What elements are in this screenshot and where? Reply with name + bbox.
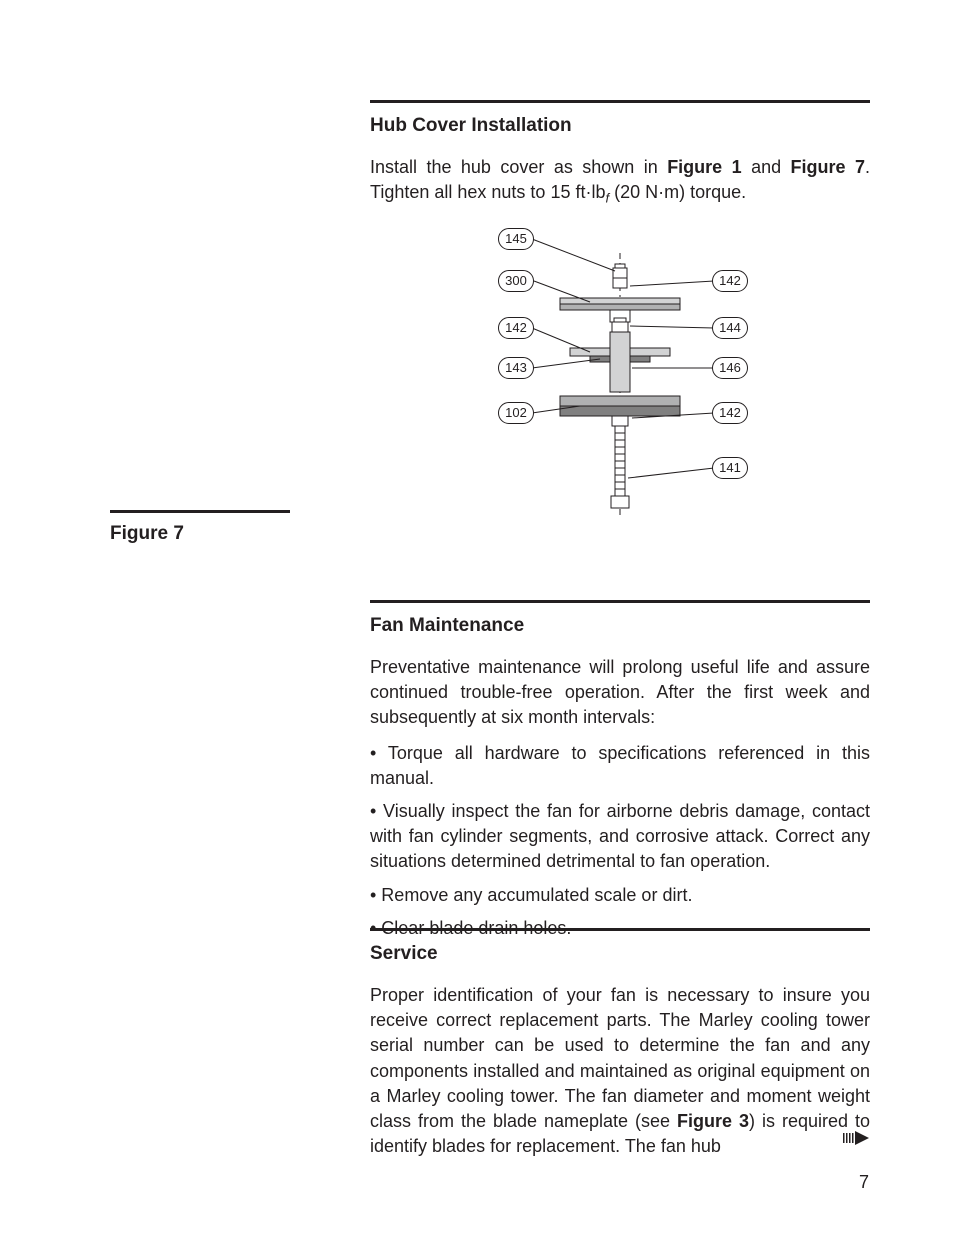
callout: 146 — [712, 357, 748, 379]
rule — [370, 928, 870, 931]
figure-ref: Figure 1 — [667, 157, 741, 177]
callout: 142 — [712, 402, 748, 424]
page: Hub Cover Installation Install the hub c… — [0, 0, 954, 1235]
callout: 144 — [712, 317, 748, 339]
callout: 145 — [498, 228, 534, 250]
hub-cover-paragraph: Install the hub cover as shown in Figure… — [370, 155, 870, 208]
text: Proper identification of your fan is nec… — [370, 985, 870, 1131]
text: and — [742, 157, 791, 177]
section-hub-cover: Hub Cover Installation Install the hub c… — [370, 100, 870, 548]
figure-label-block: Figure 7 — [110, 510, 290, 545]
callout: 102 — [498, 402, 534, 424]
heading-hub-cover: Hub Cover Installation — [370, 115, 870, 137]
page-number: 7 — [859, 1172, 869, 1193]
bullet-item: • Remove any accumulated scale or dirt. — [370, 883, 870, 908]
callout: 300 — [498, 270, 534, 292]
rule — [370, 100, 870, 103]
rule — [110, 510, 290, 513]
maintenance-para: Preventative maintenance will prolong us… — [370, 655, 870, 731]
service-para: Proper identification of your fan is nec… — [370, 983, 870, 1159]
callout: 143 — [498, 357, 534, 379]
rule — [370, 600, 870, 603]
section-fan-maintenance: Fan Maintenance Preventative maintenance… — [370, 600, 870, 949]
figure-ref: Figure 3 — [677, 1111, 749, 1131]
figure-ref: Figure 7 — [791, 157, 865, 177]
heading-service: Service — [370, 943, 870, 965]
continued-icon — [843, 1131, 869, 1145]
heading-fan-maintenance: Fan Maintenance — [370, 615, 870, 637]
callout: 142 — [498, 317, 534, 339]
callout: 142 — [712, 270, 748, 292]
text: Install the hub cover as shown in — [370, 157, 667, 177]
bullet-item: • Visually inspect the fan for airborne … — [370, 799, 870, 875]
section-service: Service Proper identification of your fa… — [370, 928, 870, 1169]
figure-7-label: Figure 7 — [110, 523, 290, 545]
callout: 141 — [712, 457, 748, 479]
text: (20 N·m) torque. — [609, 182, 746, 202]
figure-7-diagram: 145 300 142 143 102 142 144 146 142 141 — [460, 218, 780, 528]
bullet-item: • Torque all hardware to specifications … — [370, 741, 870, 791]
